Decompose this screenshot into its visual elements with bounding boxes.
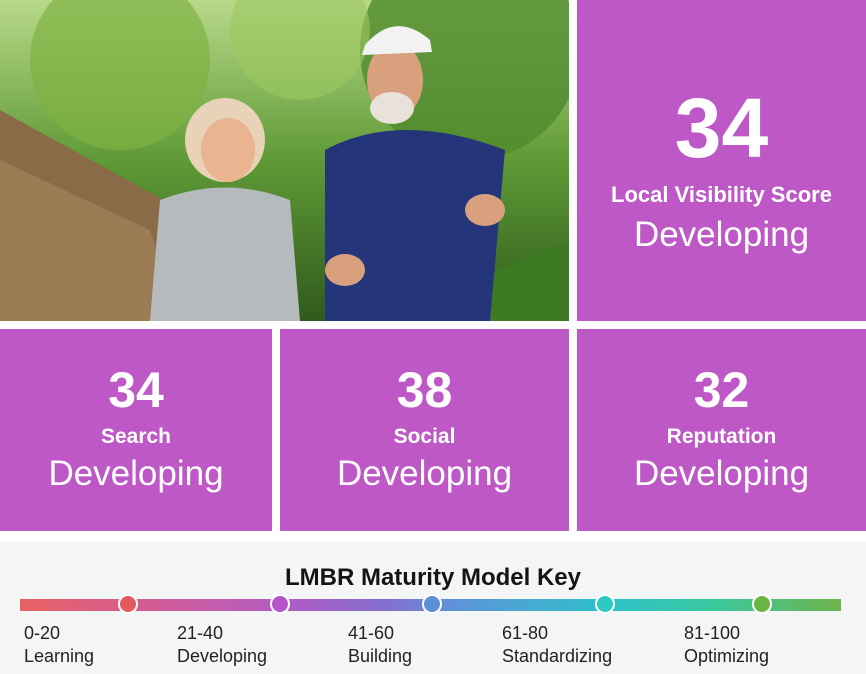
- social-tile: 38 Social Developing: [280, 329, 569, 531]
- level-name: Learning: [24, 645, 95, 666]
- level-range: 41-60: [348, 623, 395, 643]
- reputation-tile: 32 Reputation Developing: [577, 329, 866, 531]
- level-marker-developing: [270, 594, 290, 614]
- social-label: Social: [393, 425, 456, 448]
- level-name: Optimizing: [684, 645, 770, 666]
- search-label: Search: [100, 425, 172, 448]
- overall-score: 34: [674, 81, 769, 175]
- level-range: 81-100: [684, 623, 741, 643]
- level-range: 0-20: [24, 623, 61, 643]
- search-score: 34: [108, 362, 164, 418]
- overall-score-label: Local Visibility Score: [611, 182, 832, 207]
- reputation-status: Developing: [633, 454, 810, 493]
- level-name: Standardizing: [502, 645, 613, 666]
- maturity-model-key: LMBR Maturity Model Key 0-20 Learning 21…: [0, 542, 866, 674]
- level-marker-building: [422, 594, 442, 614]
- local-visibility-tile: 34 Local Visibility Score Developing: [577, 0, 866, 321]
- level-building: 41-60 Building: [348, 622, 412, 667]
- search-status: Developing: [48, 454, 224, 493]
- level-marker-standardizing: [595, 594, 615, 614]
- level-optimizing: 81-100 Optimizing: [684, 622, 769, 667]
- key-title: LMBR Maturity Model Key: [284, 564, 581, 591]
- social-score: 38: [396, 362, 453, 418]
- level-range: 61-80: [502, 623, 549, 643]
- hero-photo: [0, 0, 569, 321]
- search-tile: 34 Search Developing: [0, 329, 272, 531]
- level-range: 21-40: [177, 623, 224, 643]
- level-marker-optimizing: [752, 594, 772, 614]
- level-learning: 0-20 Learning: [24, 622, 94, 667]
- level-name: Developing: [177, 645, 268, 666]
- level-developing: 21-40 Developing: [177, 622, 267, 667]
- social-status: Developing: [336, 454, 513, 493]
- level-name: Building: [348, 645, 413, 666]
- reputation-label: Reputation: [666, 425, 777, 448]
- level-marker-learning: [118, 594, 138, 614]
- overall-status: Developing: [633, 215, 810, 254]
- reputation-score: 32: [693, 362, 750, 418]
- runners-photo-illustration: [0, 0, 569, 321]
- level-standardizing: 61-80 Standardizing: [502, 622, 612, 667]
